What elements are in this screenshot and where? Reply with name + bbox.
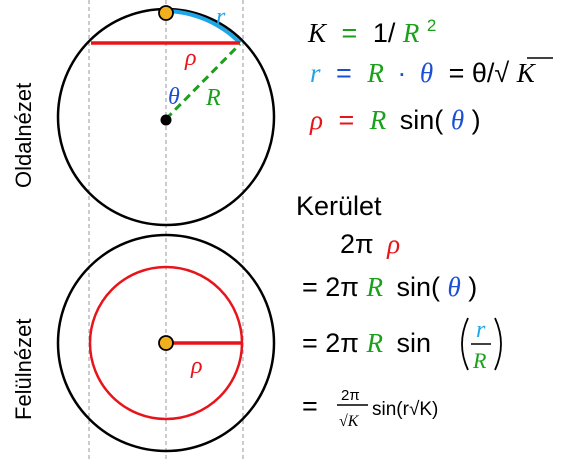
circumference-title: Kerület xyxy=(296,191,382,221)
top-view-label: Felülnézet xyxy=(11,318,36,420)
c4-num: 2π xyxy=(341,387,360,404)
c2-R: R xyxy=(365,272,383,302)
c4-rest: sin(r√K) xyxy=(372,399,438,420)
formula-arc: r = R · θ = θ/√ K xyxy=(310,58,537,88)
c2-sin: sin( xyxy=(396,272,440,302)
c3-pre: = 2π xyxy=(302,328,359,358)
f3-rho: ρ xyxy=(309,105,323,135)
label-R: R xyxy=(205,85,221,111)
f2-K: K xyxy=(516,58,537,88)
f3-R: R xyxy=(369,105,387,135)
label-r: r xyxy=(216,4,226,30)
c3-den: R xyxy=(472,348,487,373)
f3-close: ) xyxy=(472,105,481,135)
circumference-line2: = 2π R sin( θ ) xyxy=(302,272,477,302)
f1-exp: 2 xyxy=(427,16,436,35)
c2-theta: θ xyxy=(447,272,460,302)
formula-curvature: K = 1/ R 2 xyxy=(307,16,436,48)
side-view-diagram: r ρ θ R xyxy=(56,4,276,227)
f3-eq: = xyxy=(338,105,354,135)
f3-theta: θ xyxy=(451,105,464,135)
f2-theta: θ xyxy=(420,58,433,88)
f1-eq: = xyxy=(342,18,358,48)
c3-num: r xyxy=(476,317,486,343)
circumference-line1: 2π ρ xyxy=(340,229,400,259)
f2-R: R xyxy=(366,58,384,88)
formula-rho: ρ = R sin( θ ) xyxy=(309,105,481,135)
c3-left-paren xyxy=(461,317,469,371)
label-rho: ρ xyxy=(184,45,197,71)
label-rho-top: ρ xyxy=(190,353,203,379)
c3-R: R xyxy=(365,328,383,358)
top-view-diagram: ρ xyxy=(56,233,276,453)
c4-eq: = xyxy=(302,391,318,421)
f1-K: K xyxy=(307,18,328,48)
f2-eq1: = xyxy=(336,58,352,88)
side-view-label: Oldalnézet xyxy=(11,83,36,188)
c4-den: √K xyxy=(339,413,360,430)
center-point xyxy=(160,114,172,126)
f2-eq2: = θ/√ xyxy=(449,58,510,88)
f3-sin: sin( xyxy=(400,105,444,135)
arc-r xyxy=(165,9,242,45)
f2-r: r xyxy=(310,58,321,88)
c3-sin: sin xyxy=(396,328,431,358)
pole-point-top xyxy=(158,335,174,351)
vertical-guides xyxy=(88,0,244,461)
north-pole-point xyxy=(158,5,174,21)
f1-R: R xyxy=(402,18,420,48)
c1-rho: ρ xyxy=(386,229,400,259)
c2-close: ) xyxy=(468,272,477,302)
c3-right-paren xyxy=(494,317,502,371)
c2-pre: = 2π xyxy=(302,272,359,302)
radius-R-line xyxy=(164,42,242,121)
top-view-circle xyxy=(56,233,276,453)
label-theta: θ xyxy=(168,84,180,110)
circumference-line3: = 2π R sin xyxy=(302,328,431,358)
f1-one: 1/ xyxy=(373,18,396,48)
f2-dot: · xyxy=(397,58,406,88)
c1-pre: 2π xyxy=(340,229,374,259)
